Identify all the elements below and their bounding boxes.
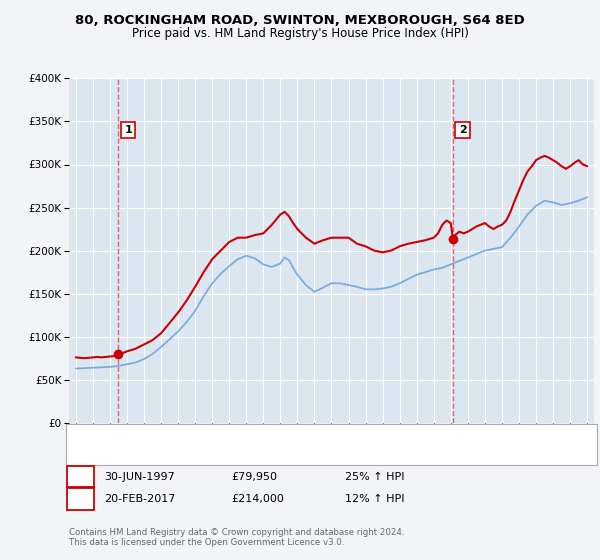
Text: 2: 2	[459, 125, 467, 135]
Text: 80, ROCKINGHAM ROAD, SWINTON, MEXBOROUGH, S64 8ED (detached house): 80, ROCKINGHAM ROAD, SWINTON, MEXBOROUGH…	[114, 433, 500, 443]
Text: HPI: Average price, detached house, Rotherham: HPI: Average price, detached house, Roth…	[114, 447, 349, 457]
Text: 2: 2	[76, 492, 85, 506]
Text: 80, ROCKINGHAM ROAD, SWINTON, MEXBOROUGH, S64 8ED: 80, ROCKINGHAM ROAD, SWINTON, MEXBOROUGH…	[75, 14, 525, 27]
Text: Contains HM Land Registry data © Crown copyright and database right 2024.: Contains HM Land Registry data © Crown c…	[69, 528, 404, 536]
Text: 12% ↑ HPI: 12% ↑ HPI	[345, 494, 404, 504]
Text: This data is licensed under the Open Government Licence v3.0.: This data is licensed under the Open Gov…	[69, 538, 344, 547]
Text: 25% ↑ HPI: 25% ↑ HPI	[345, 472, 404, 482]
Text: 1: 1	[124, 125, 132, 135]
Text: 30-JUN-1997: 30-JUN-1997	[104, 472, 175, 482]
Text: £214,000: £214,000	[231, 494, 284, 504]
Text: 1: 1	[76, 470, 85, 483]
Text: 20-FEB-2017: 20-FEB-2017	[104, 494, 175, 504]
Text: £79,950: £79,950	[231, 472, 277, 482]
Text: Price paid vs. HM Land Registry's House Price Index (HPI): Price paid vs. HM Land Registry's House …	[131, 27, 469, 40]
